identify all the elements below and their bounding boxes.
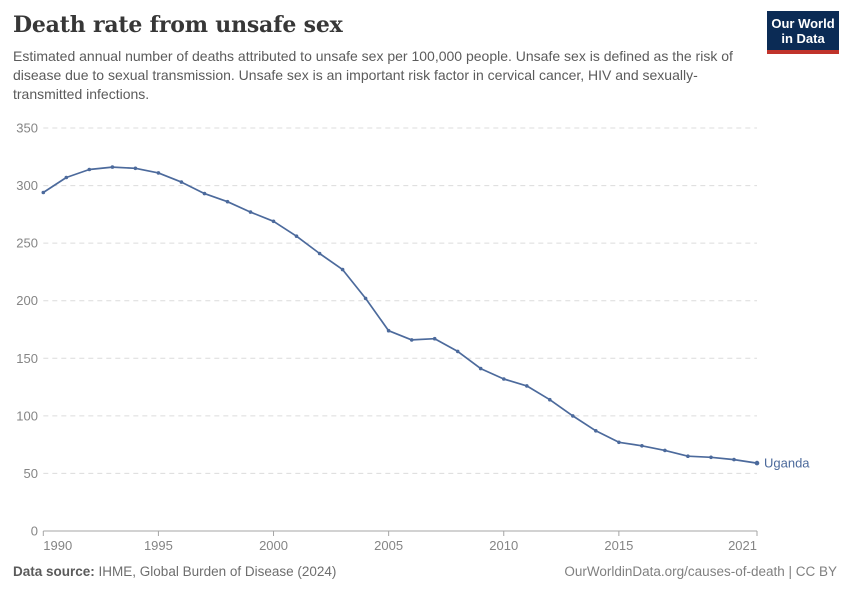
data-point-marker: [455, 349, 460, 354]
owid-logo: Our World in Data: [767, 11, 839, 54]
owid-logo-line1: Our World: [771, 16, 835, 31]
data-point-marker: [386, 328, 391, 333]
data-point-marker: [594, 429, 598, 433]
data-point-marker: [525, 384, 529, 388]
data-point-marker: [179, 180, 184, 184]
data-point-marker: [617, 440, 621, 445]
chart-title: Death rate from unsafe sex: [13, 12, 343, 38]
data-source: Data source: IHME, Global Burden of Dise…: [13, 564, 336, 579]
x-tick-label: 2005: [374, 538, 403, 553]
line-chart: 0 50 100 150 200 250 300 350 1990 1995 2000 2005 201…: [16, 121, 810, 554]
data-point-marker: [363, 296, 368, 301]
chart-subtitle: Estimated annual number of deaths attrib…: [13, 48, 733, 102]
data-point-marker: [271, 219, 276, 224]
x-tick-label: 1995: [144, 538, 173, 553]
x-tick-label: 2000: [259, 538, 288, 553]
data-point-marker: [248, 210, 253, 214]
data-point-marker: [754, 460, 760, 466]
data-point-marker: [225, 199, 230, 204]
data-point-marker: [202, 191, 207, 196]
data-point-marker: [41, 190, 46, 195]
data-point-marker: [110, 165, 115, 169]
data-point-marker: [640, 444, 644, 448]
data-source-value: IHME, Global Burden of Disease (2024): [98, 564, 337, 579]
x-tick-label: 2021: [728, 538, 757, 553]
data-point-marker: [64, 175, 69, 180]
entity-label: Uganda: [764, 456, 810, 471]
y-tick-label: 250: [16, 236, 38, 251]
y-tick-label: 0: [31, 524, 38, 539]
y-tick-label: 350: [16, 121, 38, 136]
data-point-marker: [709, 455, 713, 460]
data-point-marker: [156, 171, 161, 175]
chart-header: Death rate from unsafe sex Estimated ann…: [13, 12, 750, 104]
y-tick-label: 100: [16, 408, 38, 423]
data-point-marker: [478, 366, 483, 371]
data-source-label: Data source:: [13, 564, 95, 579]
data-point-marker: [340, 267, 345, 272]
footer-citation-url: OurWorldinData.org/causes-of-death | CC …: [564, 564, 837, 579]
data-line: [42, 166, 758, 464]
data-point-marker: [87, 167, 92, 172]
data-point-marker: [732, 457, 736, 462]
data-point-marker: [502, 377, 506, 381]
owid-logo-red-bar: [767, 50, 839, 54]
owid-logo-line2: in Data: [781, 31, 825, 46]
y-tick-label: 150: [16, 351, 38, 366]
data-point-marker: [548, 397, 552, 402]
data-point-marker: [409, 338, 414, 342]
data-point-marker: [432, 336, 437, 341]
x-tick-label: 1990: [43, 538, 72, 553]
data-point-marker: [686, 454, 690, 459]
y-tick-label: 300: [16, 178, 38, 193]
data-point-marker: [294, 234, 299, 238]
x-tick-label: 2015: [604, 538, 633, 553]
data-point-marker: [571, 414, 575, 418]
x-tick-label: 2010: [489, 538, 518, 553]
y-tick-label: 200: [16, 293, 38, 308]
data-point-marker: [317, 251, 322, 256]
y-tick-label: 50: [24, 466, 38, 481]
chart-footer: Data source: IHME, Global Burden of Dise…: [13, 564, 837, 579]
data-point-marker: [663, 448, 667, 453]
data-point-marker: [133, 166, 138, 171]
